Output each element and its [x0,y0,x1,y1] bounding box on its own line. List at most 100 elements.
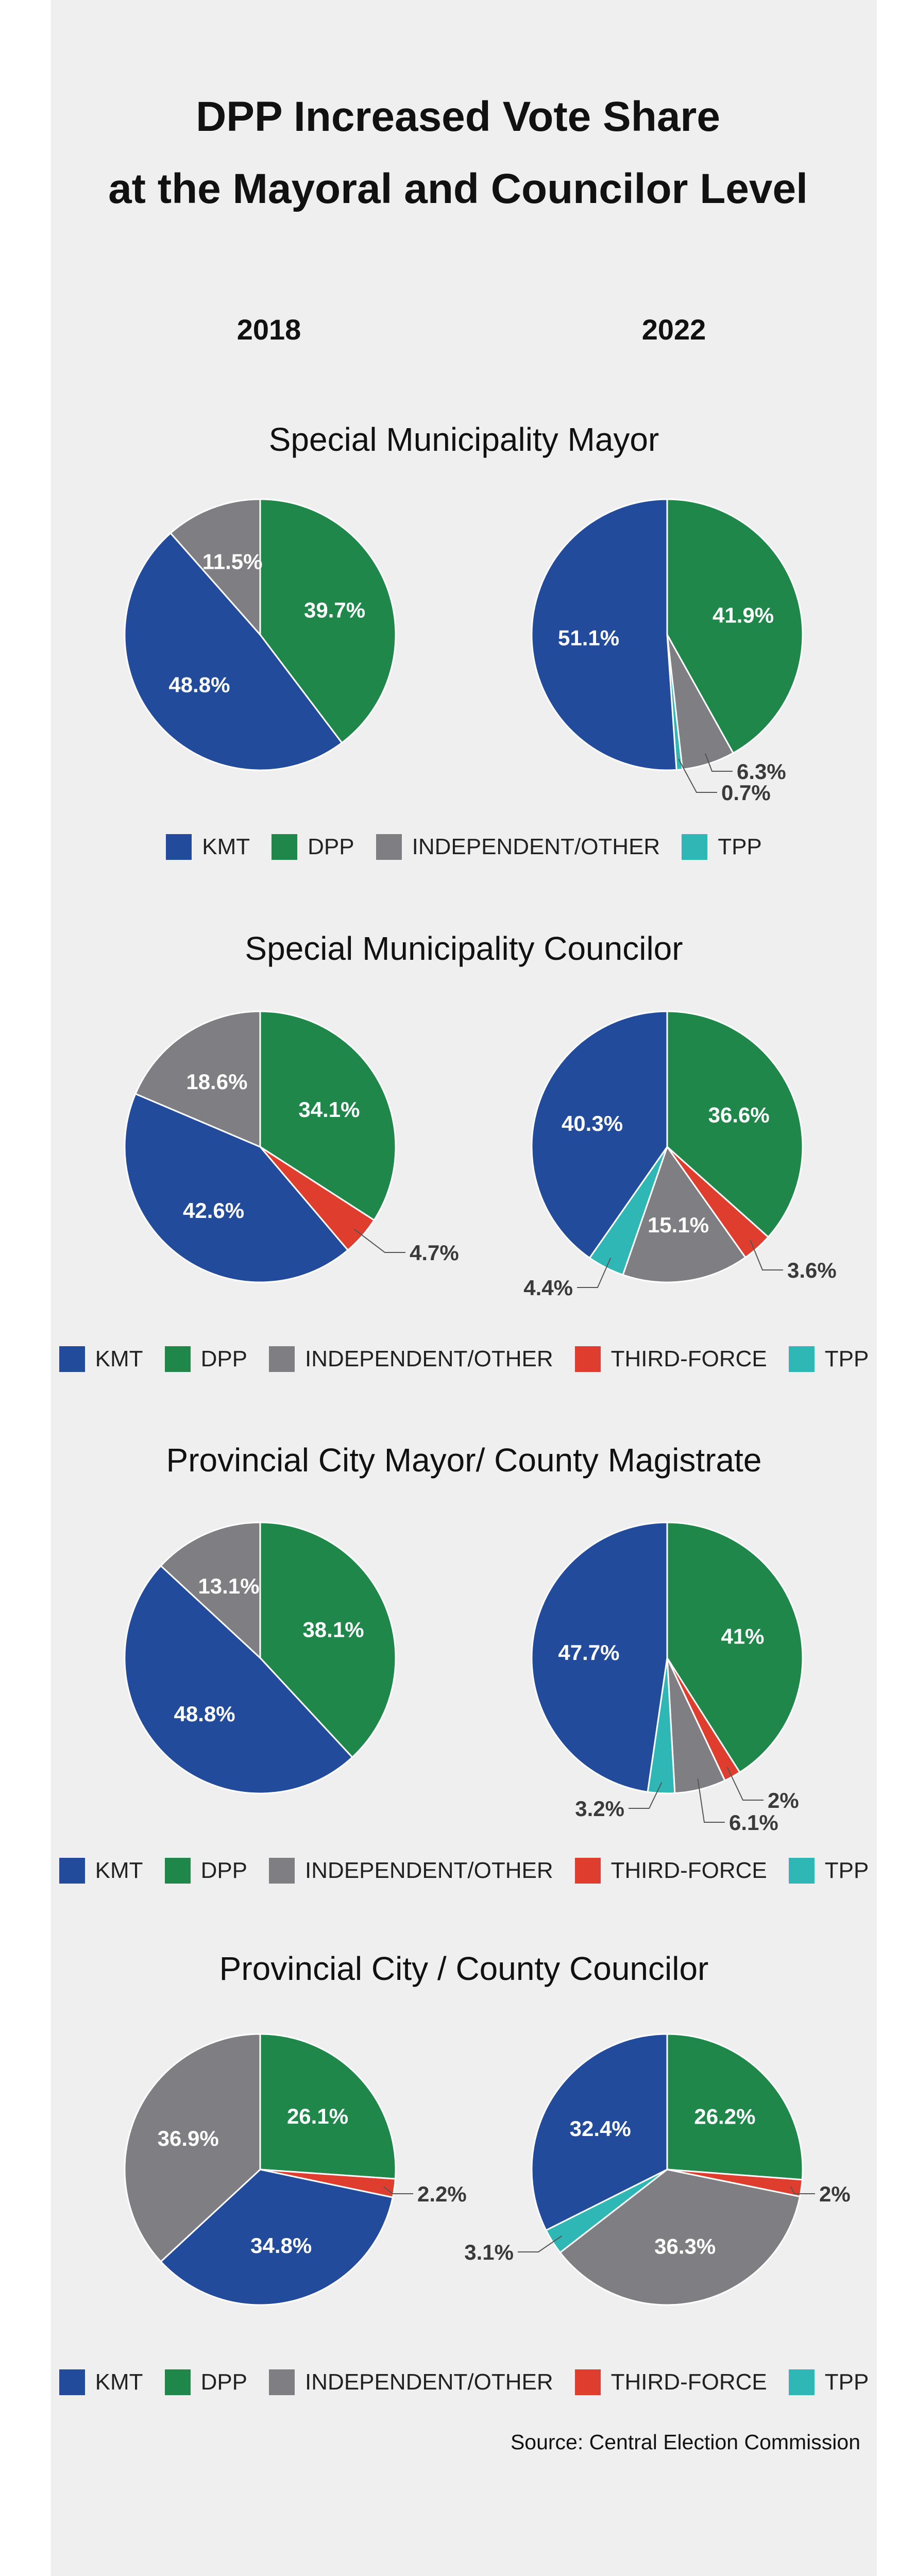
data-label-2022-third-force: 3.6% [787,1258,837,1282]
pie-slice-2018-kmt [124,1565,353,1794]
data-label-2022-dpp: 41.9% [713,603,774,628]
pie-slice-2022-kmt [531,2033,668,2231]
pie-slice-2022-dpp [666,2033,804,2181]
pie-slice-2022-kmt [531,1010,668,1259]
legend-swatch-tpp [788,1858,815,1884]
pie-slice-2022-independent-other [622,1145,747,1283]
data-label-2022-kmt: 32.4% [570,2116,631,2141]
year-label-2022: 2022 [641,313,706,346]
data-label-2018-third-force: 2.2% [417,2182,467,2206]
legend-label-tpp: TPP [824,2369,869,2395]
section-title-provincial-city-mayor: Provincial City Mayor/ County Magistrate [166,1442,762,1479]
legend-swatch-dpp [164,2369,191,2395]
pie-slice-2018-independent-other [134,1010,261,1148]
data-label-2018-independent-other: 18.6% [186,1070,247,1094]
legend-label-independent-other: INDEPENDENT/OTHER [305,1346,553,1371]
data-label-2018-dpp: 26.1% [287,2104,348,2128]
legend-item-dpp: DPP [272,834,354,860]
chart-title-line-1: DPP Increased Vote Share [196,93,720,140]
legend-item-third-force: THIRD-FORCE [574,1346,767,1372]
pie-slice-2022-dpp [666,498,804,754]
callout-line-2018-third-force [383,2186,413,2194]
data-label-2022-kmt: 40.3% [562,1111,623,1136]
legend-label-independent-other: INDEPENDENT/OTHER [305,2369,553,2395]
data-label-2022-tpp: 3.1% [464,2240,514,2264]
pie-slice-2022-kmt [531,1521,668,1793]
legend-label-third-force: THIRD-FORCE [610,1858,767,1883]
pie-slice-2018-dpp [259,2033,397,2180]
legend-swatch-dpp [164,1858,191,1884]
legend-label-kmt: KMT [202,834,250,859]
legend-item-kmt: KMT [166,834,250,860]
data-label-2022-tpp: 0.7% [721,781,771,805]
chart-title-line-2: at the Mayoral and Councilor Level [108,165,808,212]
data-label-2022-third-force: 2% [768,1788,799,1812]
pie-slice-2018-independent-other [169,498,261,637]
legend-swatch-third-force [574,1858,601,1884]
callout-line-2022-third-force [790,2186,815,2194]
callout-line-2022-independent-other [705,753,733,772]
legend-label-tpp: TPP [824,1858,869,1883]
data-label-2018-kmt: 48.8% [174,1702,235,1726]
data-label-2018-dpp: 34.1% [298,1097,360,1122]
pie-slice-2022-independent-other [559,2168,801,2306]
data-label-2018-independent-other: 13.1% [198,1574,259,1598]
legend-item-third-force: THIRD-FORCE [574,1858,767,1884]
pie-slice-2018-kmt [160,2168,394,2306]
pie-slice-2018-independent-other [124,2033,261,2263]
pie-slice-2022-dpp [666,1010,804,1239]
legend-item-dpp: DPP [164,2369,248,2395]
legend-swatch-kmt [59,2369,85,2395]
callout-line-2022-third-force [726,1767,764,1801]
legend-provincial-city-mayor: KMT DPP INDEPENDENT/OTHER THIRD-FORCE TPP [51,1858,877,1884]
section-title-special-municipality-councilor: Special Municipality Councilor [245,930,683,967]
legend-item-dpp: DPP [164,1346,247,1372]
legend-item-tpp: TPP [788,1346,869,1372]
pie-slice-2022-kmt [531,498,677,771]
legend-provincial-city-councilor: KMT DPP INDEPENDENT/OTHER THIRD-FORCE TPP [51,2369,877,2395]
legend-item-tpp: TPP [682,834,762,860]
legend-swatch-independent-other [269,1346,295,1372]
legend-swatch-independent-other [269,2369,295,2395]
legend-swatch-dpp [272,834,298,860]
callout-line-2022-third-force [750,1240,783,1270]
data-label-2018-third-force: 4.7% [410,1241,459,1265]
legend-label-dpp: DPP [200,1858,248,1883]
legend-item-third-force: THIRD-FORCE [574,2369,767,2395]
data-label-2022-independent-other: 36.3% [654,2234,716,2259]
legend-label-dpp: DPP [200,2369,248,2395]
legend-swatch-independent-other [376,834,402,860]
data-label-2018-kmt: 34.8% [250,2233,312,2258]
legend-swatch-tpp [682,834,708,860]
data-label-2022-tpp: 3.2% [575,1797,624,1821]
legend-item-dpp: DPP [164,1858,248,1884]
callout-line-2022-tpp [629,1782,663,1809]
legend-swatch-independent-other [269,1858,295,1884]
legend-swatch-tpp [788,2369,815,2395]
data-label-2022-independent-other: 6.3% [737,759,786,784]
pie-slice-2022-dpp [666,1521,804,1774]
pie-slice-2018-kmt [124,1093,349,1283]
data-label-2018-independent-other: 36.9% [158,2126,219,2150]
data-label-2022-dpp: 36.6% [708,1103,770,1127]
data-label-2022-tpp: 4.4% [523,1276,573,1300]
legend-item-independent-other: INDEPENDENT/OTHER [376,834,660,860]
data-label-2022-dpp: 26.2% [694,2104,755,2128]
callout-line-2022-tpp [678,758,717,793]
pie-slice-2018-independent-other [160,1521,261,1660]
legend-label-tpp: TPP [824,1346,869,1371]
section-title-provincial-city-councilor: Provincial City / County Councilor [219,1950,709,1987]
data-label-2018-independent-other: 11.5% [202,549,263,573]
legend-item-tpp: TPP [788,1858,869,1884]
section-title-special-municipality-mayor: Special Municipality Mayor [268,421,659,458]
callout-line-2022-tpp [518,2235,562,2252]
data-label-2018-dpp: 39.7% [304,598,365,622]
legend-swatch-third-force [574,1346,601,1372]
legend-swatch-kmt [166,834,192,860]
data-label-2018-kmt: 42.6% [183,1198,244,1223]
data-label-2022-third-force: 2% [819,2182,851,2206]
legend-label-third-force: THIRD-FORCE [610,2369,767,2395]
legend-swatch-dpp [164,1346,191,1372]
legend-item-tpp: TPP [788,2369,869,2395]
